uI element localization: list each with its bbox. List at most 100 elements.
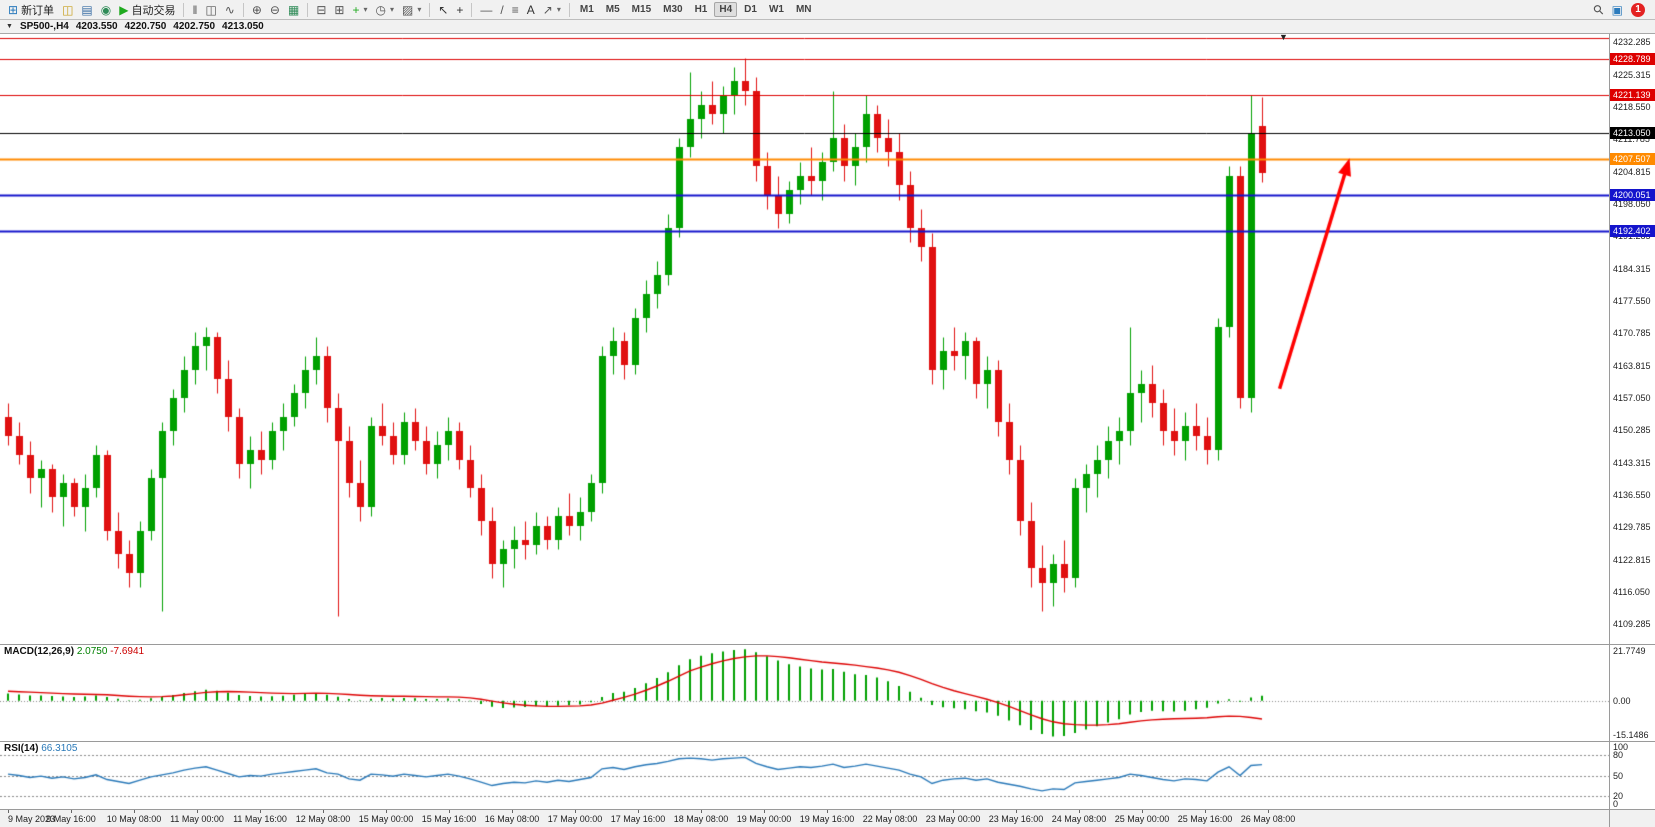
time-tick (701, 810, 702, 813)
price-scale[interactable]: 4232.2854225.3154218.5504211.7854204.815… (1609, 34, 1655, 644)
auto-trading-button[interactable]: ▶ 自动交易 (115, 1, 179, 19)
chart-shift-marker[interactable]: ▼ (1279, 34, 1288, 42)
macd-canvas[interactable] (0, 645, 1609, 741)
dropdown-arrow-icon: ▾ (417, 5, 422, 14)
time-tick (134, 810, 135, 813)
template-button[interactable]: ▨ ▾ (398, 1, 425, 19)
chart-area: ▼ 4232.2854225.3154218.5504211.7854204.8… (0, 34, 1655, 827)
toolbar-separator (568, 2, 570, 17)
time-axis-label: 17 May 16:00 (610, 814, 666, 824)
time-tick (638, 810, 639, 813)
charts-window-icon[interactable]: ◫ (58, 1, 77, 19)
time-tick (1016, 810, 1017, 813)
time-axis-label: 9 May 2023 (8, 814, 56, 824)
text-tool-icon-glyph: A (526, 2, 535, 17)
timeframe-button-m30[interactable]: M30 (663, 4, 683, 15)
template-glyph: ▨ (401, 2, 414, 17)
time-axis-label: 17 May 00:00 (547, 814, 603, 824)
chart-menu-icon[interactable]: ▼ (6, 23, 13, 30)
bar-chart-icon[interactable]: ‖ (188, 1, 201, 19)
toolbar-separator (242, 2, 244, 17)
arrange-windows-icon[interactable]: ⊟ (312, 1, 330, 19)
search-icon[interactable]: ⚲ (1589, 0, 1608, 18)
arrows-tool-glyph: ↗ (542, 2, 553, 17)
navigator-icon[interactable]: ◉ (97, 1, 115, 19)
auto-trading-button-label: 自动交易 (131, 4, 176, 17)
cursor-tool-icon[interactable]: ↖ (434, 1, 452, 19)
new-order-button-label: 新订单 (21, 4, 55, 17)
macd-plot[interactable]: MACD(12,26,9) 2.0750 -7.6941 (0, 645, 1609, 741)
price-scale-label: 4218.550 (1613, 102, 1651, 113)
timeframe-button-d1[interactable]: D1 (744, 4, 757, 15)
time-axis-label: 19 May 00:00 (736, 814, 792, 824)
zoom-in-icon[interactable]: ⊕ (248, 1, 266, 19)
time-axis[interactable]: 9 May 2023 9 May 16:00 10 May 08:00 11 May … (0, 809, 1655, 827)
price-panel: ▼ 4232.2854225.3154218.5504211.7854204.8… (0, 34, 1655, 644)
cascade-windows-icon-glyph: ⊞ (334, 2, 345, 17)
time-tick (1142, 810, 1143, 813)
price-chart-canvas[interactable] (0, 34, 1609, 644)
fibonacci-tool-icon[interactable]: ≡ (508, 1, 523, 19)
rsi-label: RSI(14) 66.3105 (4, 743, 77, 754)
toolbar: ⊞ 新订单 ◫ ▤ ◉ ▶ 自动交易 ‖ ◫ ∿ ⊕ ⊖ ▦ ⊟ ⊞ + ▾ ◷ ▾ ▨ ▾ ↖ + — / ≡ A ↗ ▾ M1 M5 M… (0, 0, 1655, 20)
timeframe-button-h4[interactable]: H4 (714, 2, 738, 17)
macd-value-signal: -7.6941 (110, 646, 145, 657)
price-plot[interactable]: ▼ (0, 34, 1609, 644)
rsi-canvas[interactable] (0, 742, 1609, 809)
add-indicator-button[interactable]: + ▾ (348, 1, 371, 19)
price-scale-label: 4170.785 (1613, 327, 1651, 338)
time-tick (8, 810, 9, 813)
time-tick (575, 810, 576, 813)
time-tick (764, 810, 765, 813)
time-tick (1079, 810, 1080, 813)
price-scale-label: 4116.050 (1613, 586, 1650, 597)
trendline-tool-icon[interactable]: / (496, 1, 507, 19)
horizontal-line-tool-icon[interactable]: — (476, 1, 496, 19)
market-watch-icon[interactable]: ▤ (77, 1, 96, 19)
macd-label: MACD(12,26,9) 2.0750 -7.6941 (4, 646, 144, 657)
rsi-panel: RSI(14) 66.3105 100 80 50 20 0 (0, 741, 1655, 809)
toolbar-separator (307, 2, 309, 17)
timeframe-button-m1[interactable]: M1 (579, 4, 594, 15)
price-level-box: 4213.050 (1610, 127, 1655, 140)
rsi-scale-label: 50 (1613, 770, 1624, 781)
rsi-plot[interactable]: RSI(14) 66.3105 (0, 742, 1609, 809)
timeframe-button-w1[interactable]: W1 (768, 4, 784, 15)
time-axis-labels[interactable]: 9 May 2023 9 May 16:00 10 May 08:00 11 May … (0, 810, 1609, 827)
candlestick-chart-icon-glyph: ◫ (205, 2, 217, 17)
toolbar-separator (183, 2, 185, 17)
tile-windows-icon[interactable]: ▦ (284, 1, 303, 19)
timeframe-button-mn[interactable]: MN (795, 4, 812, 15)
rsi-scale[interactable]: 100 80 50 20 0 (1609, 742, 1655, 809)
line-chart-icon[interactable]: ∿ (221, 1, 239, 19)
toolbar-right: ⚲ ▣ 1 (1590, 0, 1651, 18)
price-scale-label: 4232.285 (1613, 37, 1651, 48)
macd-scale[interactable]: 21.7749 0.00 -15.1486 (1609, 645, 1655, 741)
new-order-button[interactable]: ⊞ 新订单 (4, 1, 58, 19)
rsi-scale-label: 80 (1613, 750, 1624, 761)
timeframe-button-h1[interactable]: H1 (694, 4, 708, 15)
quote-close: 4213.050 (222, 21, 264, 32)
notification-badge[interactable]: 1 (1631, 2, 1645, 17)
time-tick (260, 810, 261, 813)
cascade-windows-icon[interactable]: ⊞ (330, 1, 348, 19)
time-tick (890, 810, 891, 813)
zoom-out-icon[interactable]: ⊖ (266, 1, 284, 19)
navigator-icon-glyph: ◉ (100, 2, 112, 17)
timeframe-button-m5[interactable]: M5 (605, 4, 620, 15)
crosshair-tool-icon[interactable]: + (452, 1, 467, 19)
time-axis-label: 22 May 08:00 (862, 814, 918, 824)
time-tick (323, 810, 324, 813)
time-axis-label: 9 May 16:00 (46, 814, 96, 824)
auto-trading-glyph: ▶ (119, 2, 129, 17)
time-axis-label: 11 May 16:00 (233, 814, 287, 824)
period-button[interactable]: ◷ ▾ (371, 1, 398, 19)
new-order-glyph: ⊞ (8, 2, 19, 17)
timeframe-button-m15[interactable]: M15 (631, 4, 652, 15)
text-tool-icon[interactable]: A (523, 1, 539, 19)
chat-icon[interactable]: ▣ (1611, 2, 1623, 17)
add-indicator-glyph: + (352, 2, 360, 17)
arrows-tool-button[interactable]: ↗ ▾ (539, 1, 565, 19)
time-tick (71, 810, 72, 813)
candlestick-chart-icon[interactable]: ◫ (201, 1, 220, 19)
